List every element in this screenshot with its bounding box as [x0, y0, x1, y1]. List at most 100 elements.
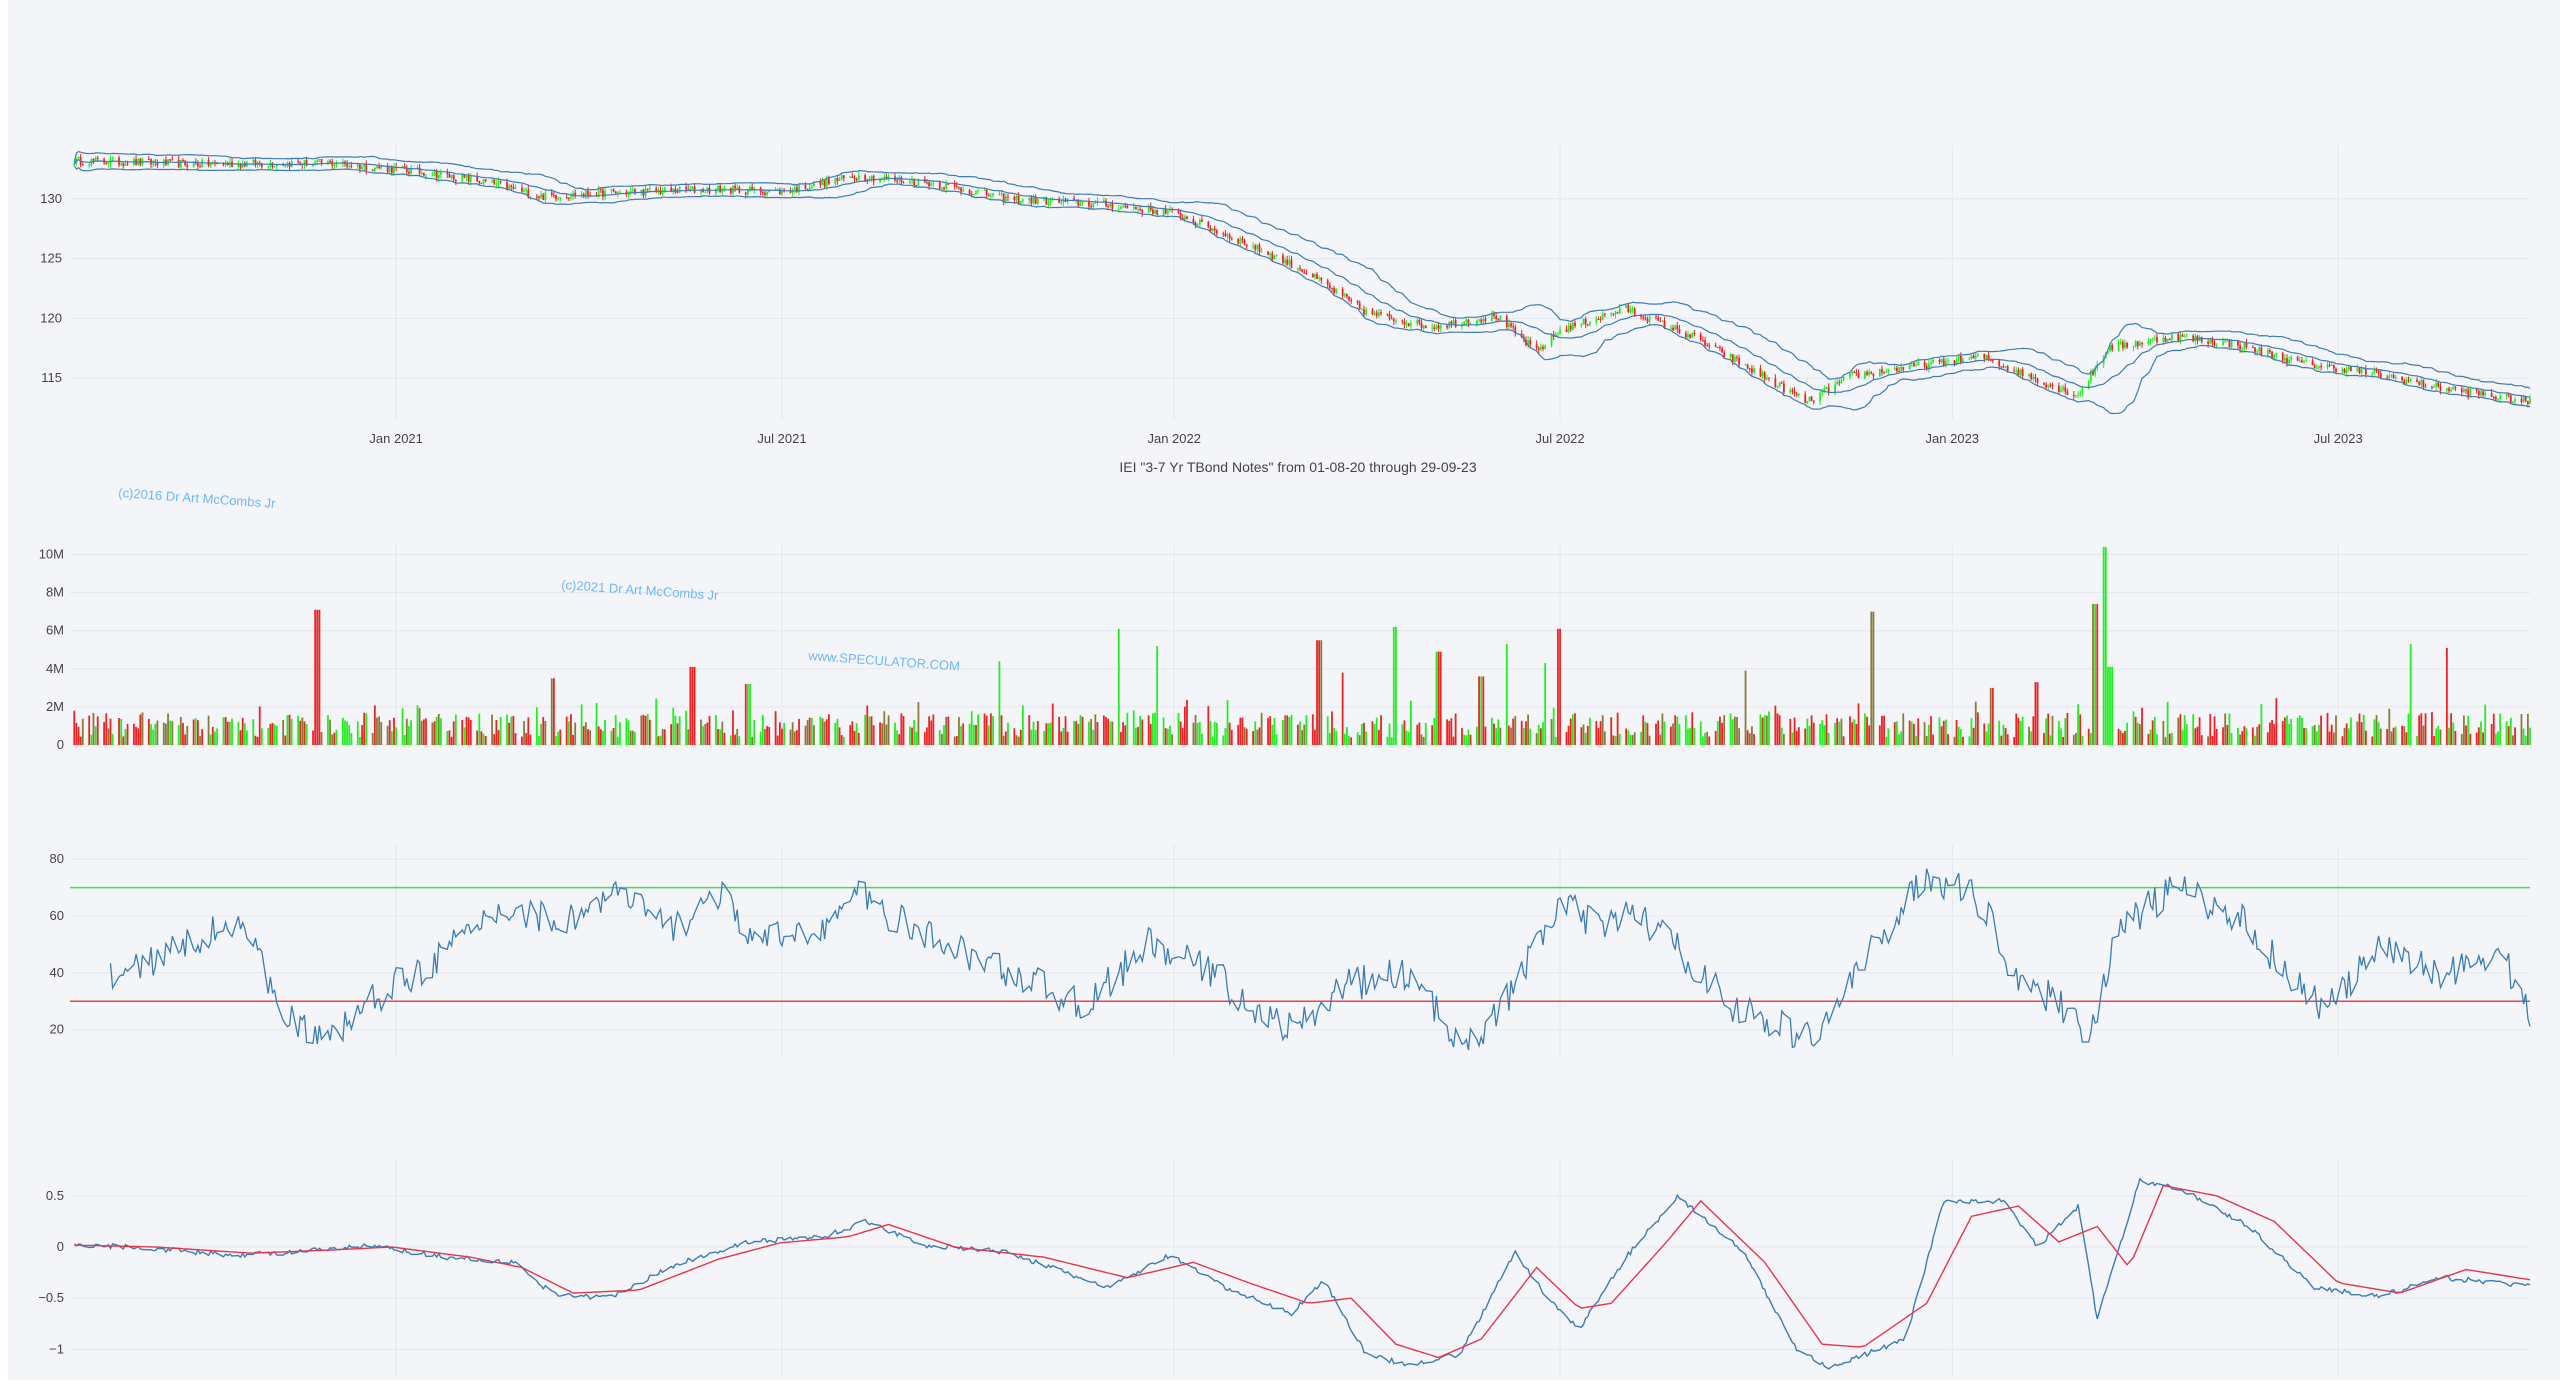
candle-body [1124, 205, 1127, 207]
candle-body [1917, 362, 1920, 366]
candle-body [1544, 345, 1547, 349]
volume-bar [2403, 726, 2406, 745]
candle-body [1132, 207, 1135, 209]
volume-bar [1795, 730, 1798, 745]
candle-body [1420, 323, 1423, 329]
candle-body [940, 187, 943, 189]
candle-body [1719, 347, 1721, 349]
candle-body [1343, 294, 1346, 296]
volume-bar [135, 726, 137, 745]
candle-body [2526, 401, 2529, 404]
candle-body [1365, 309, 1367, 315]
volume-bar [766, 726, 768, 745]
candle-body [2405, 379, 2408, 385]
volume-bar [866, 705, 869, 745]
volume-bar [1684, 715, 1687, 745]
candle-body [2183, 336, 2186, 338]
volume-bar [2390, 731, 2393, 745]
candle-body [2296, 356, 2299, 361]
candle-body [2004, 366, 2007, 368]
volume-bar [992, 716, 994, 745]
volume-bar [1476, 726, 1478, 745]
volume-bar [1183, 706, 1186, 745]
volume-bar [2281, 721, 2284, 745]
candle-body [2514, 399, 2516, 402]
candle-body [599, 189, 602, 191]
volume-bar [915, 731, 918, 745]
volume-bar [1661, 713, 1664, 745]
volume-bar [2104, 546, 2107, 745]
candle-body [2119, 342, 2122, 344]
candle-body [2251, 347, 2254, 349]
volume-bar [527, 717, 530, 745]
candle-body [1346, 294, 1348, 297]
candle-body [2019, 369, 2022, 376]
candle-body [587, 190, 589, 196]
candle-body [365, 164, 368, 171]
candle-body [806, 189, 809, 191]
volume-bar [1484, 726, 1487, 745]
candle-body [945, 183, 948, 189]
volume-bar [734, 734, 736, 745]
volume-bar [599, 729, 602, 745]
candle-body [425, 175, 427, 177]
candle-body [580, 194, 583, 197]
volume-bar [2211, 736, 2214, 745]
volume-bar [987, 725, 990, 745]
volume-bar [1821, 720, 1824, 745]
volume-bar [1311, 714, 1314, 745]
candle-body [2260, 347, 2263, 355]
candle-body [1744, 364, 1747, 366]
candle-body [1838, 382, 1841, 384]
volume-bar [2251, 727, 2254, 745]
volume-bar [1422, 736, 1425, 745]
candle-body [2060, 389, 2062, 392]
candle-body [1853, 372, 1856, 374]
volume-bar [286, 715, 289, 745]
volume-bar [1974, 701, 1977, 745]
volume-bar [154, 723, 157, 745]
volume-bar [2394, 726, 2397, 745]
volume-bar [1616, 712, 1619, 745]
candle-body [612, 189, 615, 192]
volume-bar [2305, 728, 2308, 745]
candle-body [2045, 384, 2047, 388]
candle-body [559, 197, 562, 199]
candle-body [1256, 244, 1259, 250]
candle-body [535, 196, 538, 198]
candle-body [1371, 309, 1374, 315]
volume-bar [77, 726, 80, 745]
candle-body [1512, 326, 1515, 328]
candle-body [1077, 199, 1080, 206]
candle-body [1610, 313, 1613, 315]
candle-body [2454, 387, 2457, 389]
candle-body [1849, 373, 1851, 377]
candle-body [2273, 354, 2276, 359]
volume-bar [2301, 717, 2303, 745]
candle-body [1499, 315, 1502, 321]
volume-bar [2181, 729, 2184, 745]
candle-body [1452, 320, 1455, 324]
volume-bar [2183, 715, 2186, 745]
candle-body [1595, 318, 1598, 323]
candle-body [992, 193, 994, 196]
x-tick-label: Jan 2022 [1147, 431, 1201, 446]
volume-bar [1002, 735, 1005, 745]
candle-body [2350, 366, 2352, 371]
price-y-tick: 120 [40, 310, 62, 325]
volume-bar [913, 719, 916, 745]
volume-bar [1282, 720, 1284, 745]
candle-body [2179, 334, 2182, 341]
volume-bar [1094, 714, 1097, 745]
volume-bar [1215, 723, 1218, 745]
volume-bar [2066, 712, 2069, 745]
volume-bar [109, 718, 112, 745]
candle-body [2149, 338, 2152, 342]
volume-bar [314, 609, 317, 745]
candle-body [1241, 238, 1244, 241]
candle-body [1983, 354, 1986, 359]
candle-body [2266, 350, 2269, 355]
volume-bar [201, 729, 204, 745]
volume-bar [126, 723, 129, 745]
volume-bar [184, 734, 187, 745]
